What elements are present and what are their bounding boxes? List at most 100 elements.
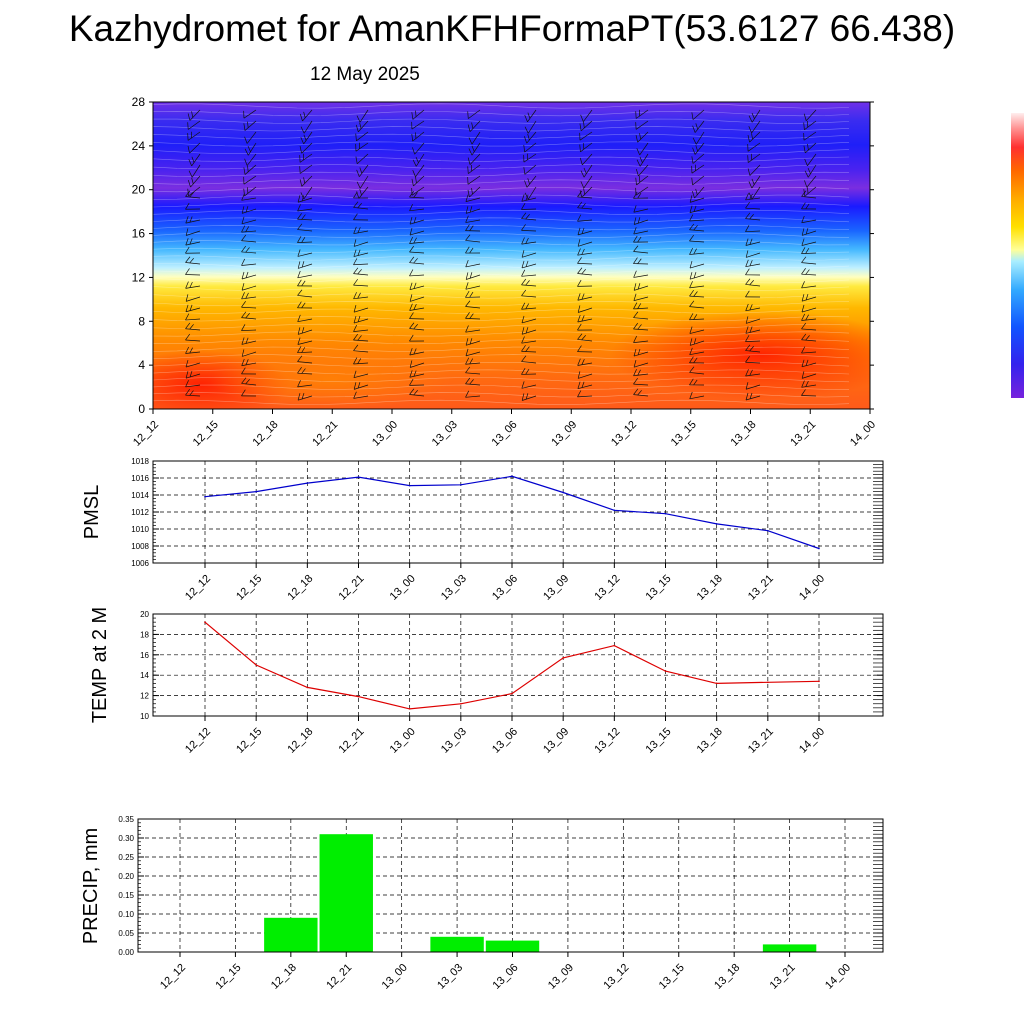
wind-barb-flag — [635, 168, 639, 177]
wind-barb — [801, 313, 817, 321]
wind-barb — [465, 357, 481, 365]
x-tick-label: 13_18 — [695, 726, 725, 756]
wind-barb-flag — [465, 272, 469, 280]
wind-barb-flag — [523, 154, 525, 163]
wind-barb-flag — [745, 326, 749, 334]
wind-barb — [465, 246, 481, 254]
data-point — [460, 702, 462, 705]
wind-barb-flag — [409, 217, 413, 225]
wind-barb-shaft — [689, 384, 705, 386]
wind-barb-shaft — [185, 351, 201, 354]
wind-barb-flag — [409, 334, 414, 342]
y-tick-label: 1008 — [131, 542, 149, 551]
wind-barb-flag — [356, 115, 361, 123]
wind-barb-flag — [801, 202, 806, 210]
wind-barb-flag — [413, 237, 417, 244]
wind-barb-flag — [189, 281, 193, 288]
wind-barb — [633, 302, 649, 310]
wind-barb-flag — [409, 282, 413, 290]
wind-barb-shaft — [301, 142, 313, 154]
wind-barb — [633, 191, 649, 199]
wind-barb-shaft — [354, 384, 369, 390]
wind-barb-shaft — [465, 306, 481, 309]
wind-barb — [409, 360, 425, 368]
wind-barb-shaft — [577, 230, 593, 236]
wind-barb-shaft — [634, 285, 649, 291]
wind-barb-flag — [747, 155, 749, 163]
wind-barb-flag — [465, 206, 469, 214]
wind-barb — [467, 175, 481, 185]
wind-barb-flag — [633, 322, 639, 330]
wind-barb-flag — [635, 135, 638, 143]
wind-barb-flag — [749, 369, 753, 376]
wind-barb-shaft — [185, 285, 201, 289]
wind-barb-flag — [633, 227, 637, 235]
wind-barb-flag — [297, 327, 301, 335]
wind-barb — [577, 358, 593, 366]
wind-barb — [689, 391, 705, 400]
wind-barb — [633, 388, 649, 397]
wind-barb — [409, 312, 425, 320]
wind-barb-flag — [689, 260, 693, 269]
wind-barb — [353, 267, 369, 276]
wind-barb-flag — [415, 176, 417, 184]
wind-barb-shaft — [409, 328, 425, 331]
wind-barb — [468, 131, 481, 145]
heatmap-x-tick-label: 13_18 — [729, 419, 759, 449]
wind-barb-flag — [409, 269, 414, 277]
wind-barb-shaft — [185, 262, 201, 265]
wind-barb — [577, 315, 593, 323]
wind-barb-shaft — [580, 142, 593, 153]
wind-barb-flag — [521, 260, 525, 269]
wind-barb-flag — [301, 237, 306, 243]
wind-barb — [691, 153, 705, 164]
wind-barb — [241, 349, 257, 357]
wind-barb-flag — [524, 192, 529, 200]
wind-barb-flag — [689, 247, 693, 255]
wind-barb-shaft — [353, 230, 369, 235]
wind-barb-shaft — [689, 285, 705, 289]
wind-barb — [185, 380, 201, 388]
wind-barb-flag — [359, 167, 363, 174]
wind-barb-flag — [639, 109, 640, 117]
wind-barb-shaft — [692, 153, 705, 164]
contour-line — [153, 339, 850, 345]
wind-barb-flag — [241, 377, 247, 384]
wind-barb — [635, 164, 649, 177]
wind-barb-shaft — [692, 175, 705, 186]
wind-barb-flag — [189, 347, 193, 354]
wind-barb-shaft — [633, 394, 649, 397]
heatmap-y-tick-label: 12 — [132, 270, 146, 284]
wind-barb-shaft — [299, 164, 313, 174]
wind-barb — [633, 293, 649, 302]
wind-barb — [577, 239, 593, 247]
wind-barb-shaft — [801, 208, 817, 210]
wind-barb-shaft — [185, 208, 201, 210]
wind-barb-flag — [637, 258, 642, 265]
wind-barb-shaft — [241, 240, 257, 243]
wind-barb-shaft — [689, 318, 705, 321]
wind-barb-flag — [801, 333, 807, 340]
x-tick-label: 12_12 — [183, 726, 213, 756]
wind-barb — [353, 305, 369, 313]
wind-barb — [353, 324, 369, 332]
wind-barb-flag — [409, 388, 415, 395]
wind-barb-flag — [804, 180, 808, 188]
wind-barb-flag — [357, 315, 361, 323]
wind-barb-shaft — [577, 241, 593, 247]
wind-barb — [745, 326, 761, 334]
wind-barb — [745, 225, 761, 233]
wind-barb — [241, 245, 257, 254]
x-tick-label: 12_21 — [337, 573, 367, 603]
wind-barb — [521, 202, 537, 210]
wind-barb-flag — [691, 112, 694, 120]
wind-barb-shaft — [414, 142, 425, 155]
wind-barb-shaft — [353, 329, 369, 332]
x-tick-label: 13_21 — [746, 726, 776, 756]
wind-barb-flag — [691, 156, 694, 164]
wind-barb-flag — [303, 153, 304, 161]
wind-barb-shaft — [521, 252, 537, 258]
wind-barb — [521, 260, 537, 269]
wind-barb — [185, 304, 201, 313]
wind-barb-flag — [745, 290, 750, 298]
